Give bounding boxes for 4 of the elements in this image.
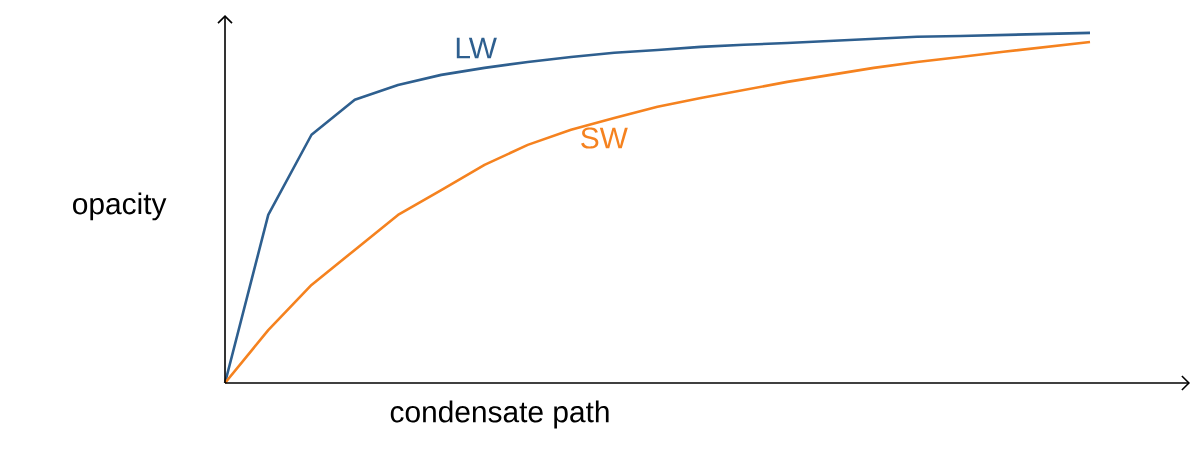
series-label: SW: [581, 127, 628, 149]
x-axis-title: condensate path: [390, 400, 609, 429]
y-axis-title: opacity: [73, 192, 167, 221]
series-label: LW: [456, 37, 497, 59]
